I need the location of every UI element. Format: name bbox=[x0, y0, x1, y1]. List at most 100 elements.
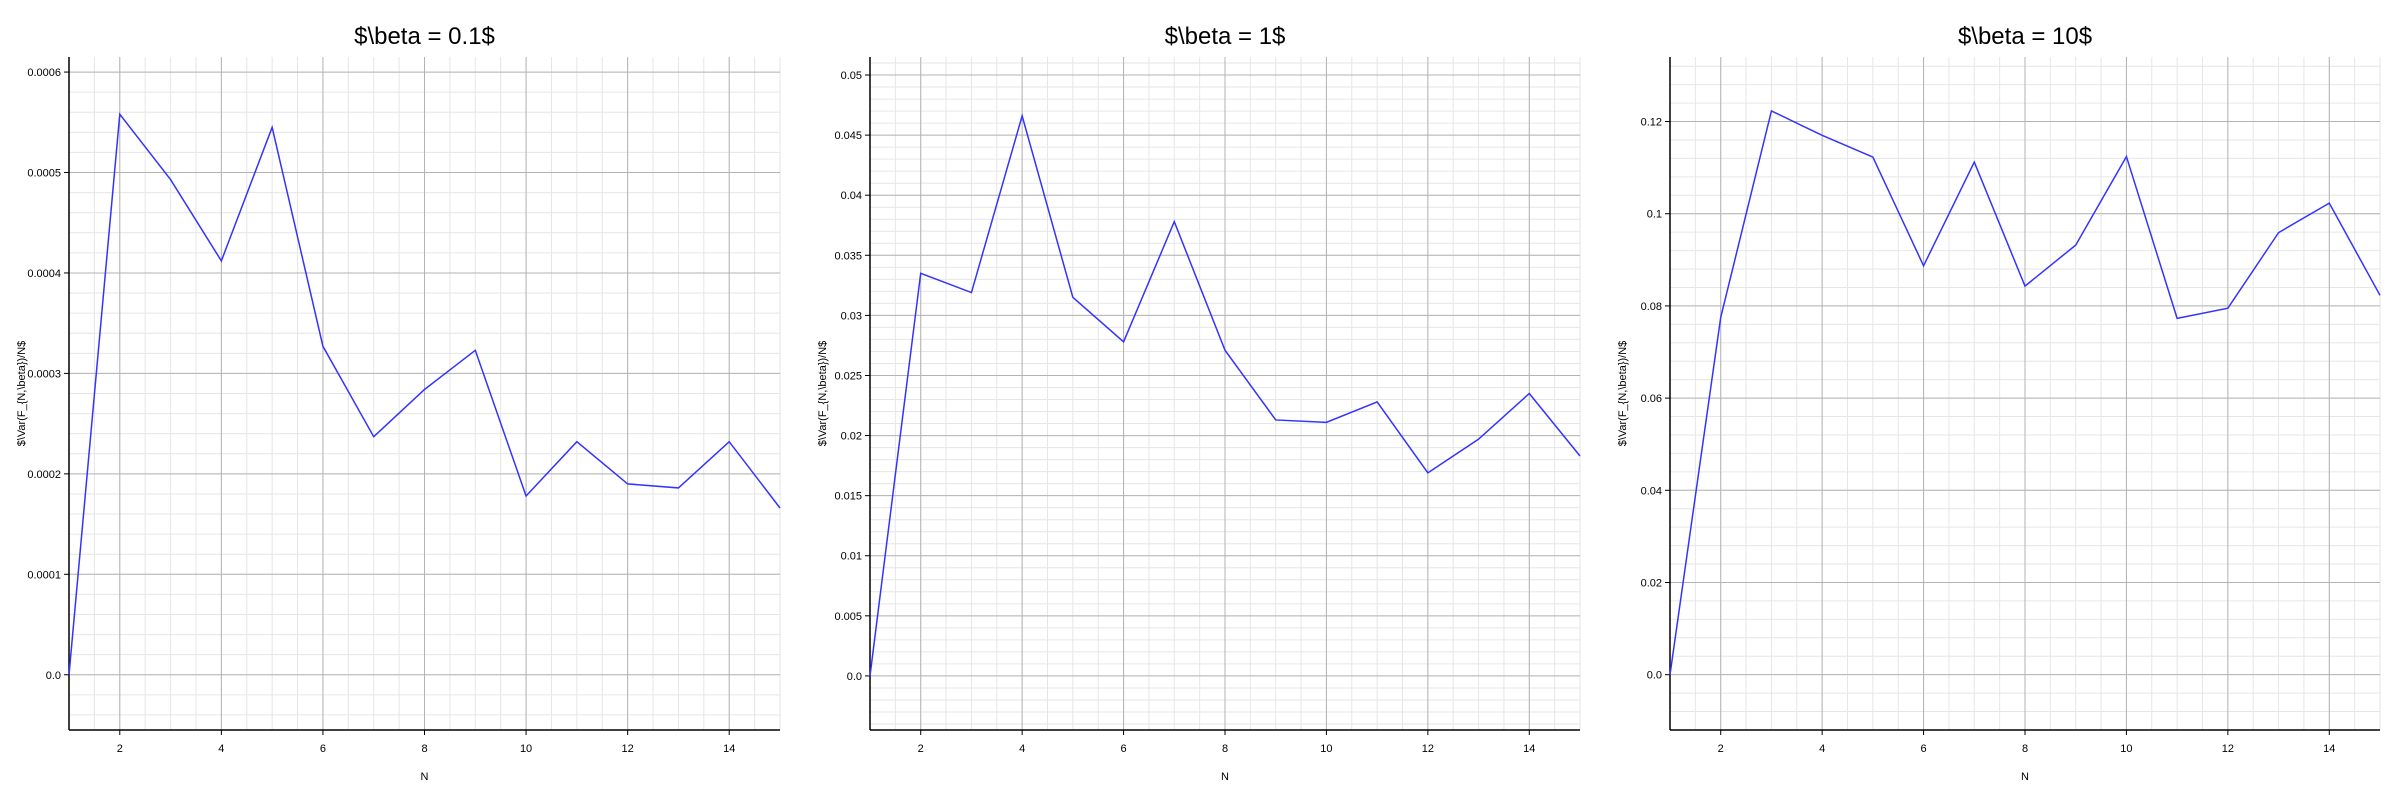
x-tick-label: 4 bbox=[1019, 743, 1025, 755]
x-tick-label: 14 bbox=[723, 743, 735, 755]
series-line bbox=[869, 113, 1581, 677]
y-tick-label: 0.02 bbox=[841, 431, 862, 443]
x-axis-label: N bbox=[1221, 771, 1229, 783]
x-tick-label: 10 bbox=[520, 743, 532, 755]
y-tick-label: 0.0001 bbox=[27, 569, 61, 581]
y-tick-label: 0.0003 bbox=[27, 368, 61, 380]
data-point bbox=[474, 349, 476, 351]
data-point bbox=[1376, 401, 1378, 403]
y-tick-label: 0.045 bbox=[834, 130, 862, 142]
chart-title: $\beta = 0.1$ bbox=[354, 23, 495, 50]
data-point bbox=[1669, 674, 1671, 676]
chart-panel-2: 2 4 6 8 10 12 14 0.0 0.005 0.01 0.015 0.02 0.025 0.03… bbox=[817, 23, 1581, 783]
y-tick-label: 0.12 bbox=[1641, 117, 1662, 129]
chart-title: $\beta = 10$ bbox=[1958, 23, 2092, 50]
chart-panel-1: 2 4 6 8 10 12 14 0.0 0.0001 0.0002 0.0003 0.0004 0.0… bbox=[16, 23, 781, 783]
data-point bbox=[1072, 296, 1074, 298]
data-point bbox=[271, 126, 273, 128]
data-point bbox=[2379, 294, 2381, 296]
data-point bbox=[1528, 393, 1530, 395]
data-point bbox=[170, 179, 172, 181]
data-point bbox=[779, 507, 781, 509]
y-tick-label: 0.0 bbox=[1647, 670, 1662, 682]
data-point bbox=[1123, 341, 1125, 343]
x-tick-label: 14 bbox=[2323, 743, 2335, 755]
data-point bbox=[2024, 285, 2026, 287]
data-point bbox=[2176, 317, 2178, 319]
chart-title: $\beta = 1$ bbox=[1165, 23, 1286, 50]
data-point bbox=[119, 113, 121, 115]
data-point bbox=[2075, 244, 2077, 246]
y-tick-label: 0.06 bbox=[1641, 393, 1662, 405]
y-tick-label: 0.04 bbox=[1641, 485, 1662, 497]
data-point bbox=[1720, 316, 1722, 318]
x-tick-label: 4 bbox=[1819, 743, 1825, 755]
x-tick-label: 8 bbox=[421, 743, 427, 755]
y-tick-label: 0.04 bbox=[841, 190, 862, 202]
data-point bbox=[1770, 110, 1772, 112]
data-point bbox=[1821, 134, 1823, 136]
y-tick-label: 0.03 bbox=[841, 310, 862, 322]
x-tick-label: 14 bbox=[1523, 743, 1535, 755]
x-tick-label: 10 bbox=[1320, 743, 1332, 755]
data-point bbox=[1973, 161, 1975, 163]
y-axis-label: $\Var(F_{N,\beta})/N$ bbox=[16, 341, 28, 447]
series-line bbox=[68, 112, 781, 675]
x-tick-label: 2 bbox=[918, 743, 924, 755]
x-tick-label: 12 bbox=[1422, 743, 1434, 755]
data-point bbox=[1579, 455, 1581, 457]
y-tick-label: 0.0 bbox=[847, 671, 862, 683]
y-tick-label: 0.035 bbox=[834, 250, 862, 262]
y-tick-label: 0.0005 bbox=[27, 168, 61, 180]
data-point bbox=[2278, 232, 2280, 234]
data-point bbox=[728, 441, 730, 443]
x-tick-label: 12 bbox=[622, 743, 634, 755]
x-tick-label: 6 bbox=[1121, 743, 1127, 755]
x-tick-label: 8 bbox=[1222, 743, 1228, 755]
y-tick-label: 0.05 bbox=[841, 70, 862, 82]
data-point bbox=[2125, 156, 2127, 158]
x-tick-label: 2 bbox=[117, 743, 123, 755]
data-point bbox=[920, 272, 922, 274]
y-tick-label: 0.005 bbox=[834, 611, 862, 623]
y-tick-label: 0.08 bbox=[1641, 301, 1662, 313]
data-point bbox=[2227, 307, 2229, 309]
data-point bbox=[1478, 438, 1480, 440]
y-tick-label: 0.1 bbox=[1647, 209, 1662, 221]
data-point bbox=[627, 483, 629, 485]
x-tick-label: 12 bbox=[2222, 743, 2234, 755]
data-point bbox=[2328, 202, 2330, 204]
x-tick-label: 4 bbox=[218, 743, 224, 755]
x-tick-label: 6 bbox=[320, 743, 326, 755]
y-axis-label: $\Var(F_{N,\beta})/N$ bbox=[817, 341, 829, 447]
y-tick-label: 0.0004 bbox=[27, 268, 61, 280]
y-tick-label: 0.015 bbox=[834, 491, 862, 503]
data-point bbox=[677, 487, 679, 489]
data-point bbox=[1173, 221, 1175, 223]
data-point bbox=[373, 436, 375, 438]
x-tick-label: 2 bbox=[1718, 743, 1724, 755]
data-point bbox=[220, 260, 222, 262]
data-point bbox=[1427, 472, 1429, 474]
data-point bbox=[1923, 265, 1925, 267]
data-point bbox=[576, 441, 578, 443]
data-point bbox=[322, 345, 324, 347]
y-tick-label: 0.01 bbox=[841, 551, 862, 563]
y-tick-label: 0.0006 bbox=[27, 67, 61, 79]
y-tick-label: 0.0002 bbox=[27, 469, 61, 481]
y-axis-label: $\Var(F_{N,\beta})/N$ bbox=[1617, 341, 1629, 447]
y-tick-label: 0.025 bbox=[834, 370, 862, 382]
x-axis-label: N bbox=[421, 771, 429, 783]
x-tick-label: 6 bbox=[1921, 743, 1927, 755]
x-tick-label: 10 bbox=[2120, 743, 2132, 755]
y-tick-label: 0.02 bbox=[1641, 577, 1662, 589]
data-point bbox=[1325, 421, 1327, 423]
series-line bbox=[1669, 109, 2381, 675]
data-point bbox=[970, 292, 972, 294]
data-point bbox=[869, 675, 871, 677]
data-point bbox=[1021, 115, 1023, 117]
data-point bbox=[1275, 419, 1277, 421]
data-point bbox=[525, 495, 527, 497]
